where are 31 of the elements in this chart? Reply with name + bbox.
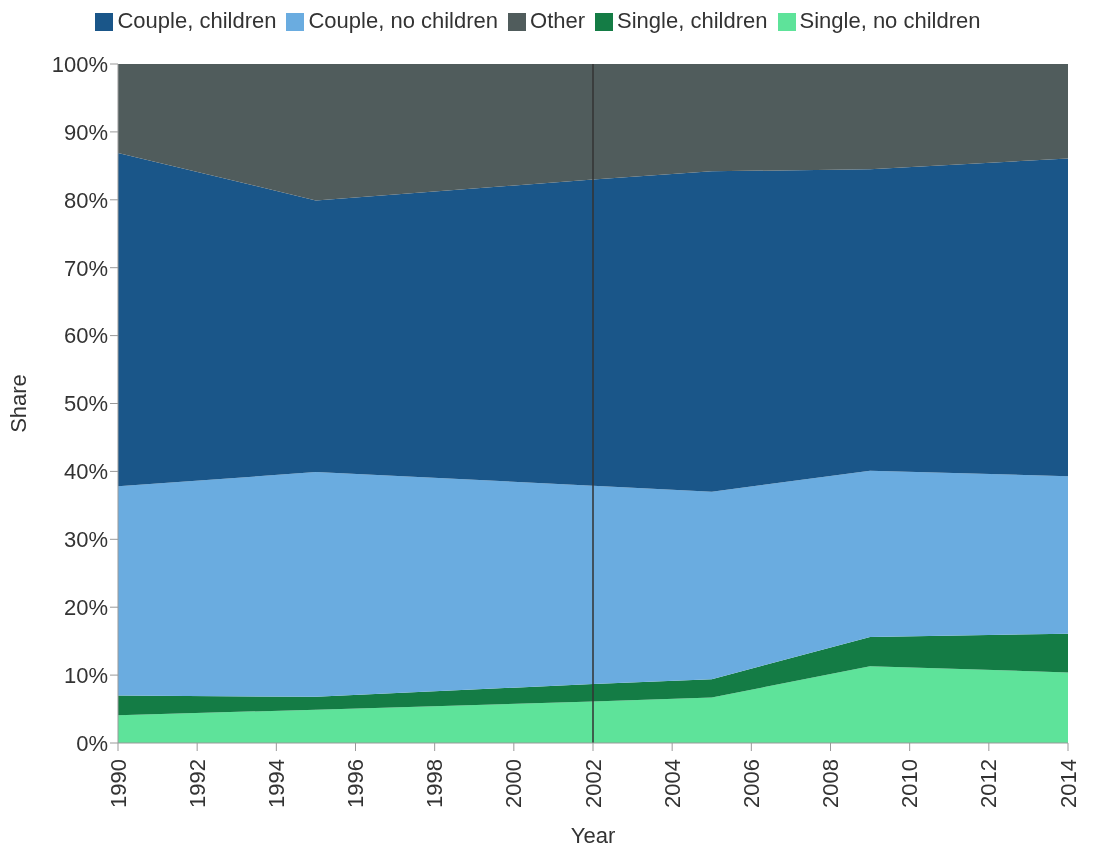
legend-label: Other <box>530 8 586 33</box>
y-tick-label: 60% <box>63 323 108 349</box>
y-tick-label: 0% <box>76 730 108 756</box>
legend-label: Single, children <box>617 8 768 33</box>
x-tick-label: 2008 <box>818 759 843 808</box>
x-tick-label: 2012 <box>976 759 1002 808</box>
x-tick-label: 1998 <box>422 759 448 808</box>
y-tick-label: 40% <box>63 459 108 485</box>
x-tick-label: 2002 <box>580 759 606 808</box>
x-tick-label: 1990 <box>105 759 131 808</box>
y-tick-label: 80% <box>63 187 108 213</box>
x-tick-label: 2010 <box>897 759 923 808</box>
x-tick-label: 1994 <box>263 759 289 808</box>
x-axis-title: Year <box>570 823 616 848</box>
x-tick-label: 1992 <box>184 759 210 808</box>
x-tick-label: 2004 <box>659 759 685 808</box>
x-tick-label: 1996 <box>343 759 368 808</box>
legend-label: Couple, children <box>117 8 277 33</box>
y-tick-label: 70% <box>63 255 108 281</box>
x-tick-label: 2000 <box>501 759 527 808</box>
legend-label: Single, no children <box>799 8 981 33</box>
x-tick-label: 2014 <box>1055 759 1081 808</box>
legend-label: Couple, no children <box>308 8 499 33</box>
y-tick-label: 50% <box>63 391 108 417</box>
y-axis-title: Share <box>5 374 31 433</box>
y-tick-label: 30% <box>63 527 108 553</box>
x-tick-label: 2006 <box>738 759 764 808</box>
y-tick-label: 10% <box>63 662 108 688</box>
y-tick-label: 100% <box>51 51 108 77</box>
y-tick-label: 20% <box>63 595 108 621</box>
y-tick-label: 90% <box>63 119 108 145</box>
